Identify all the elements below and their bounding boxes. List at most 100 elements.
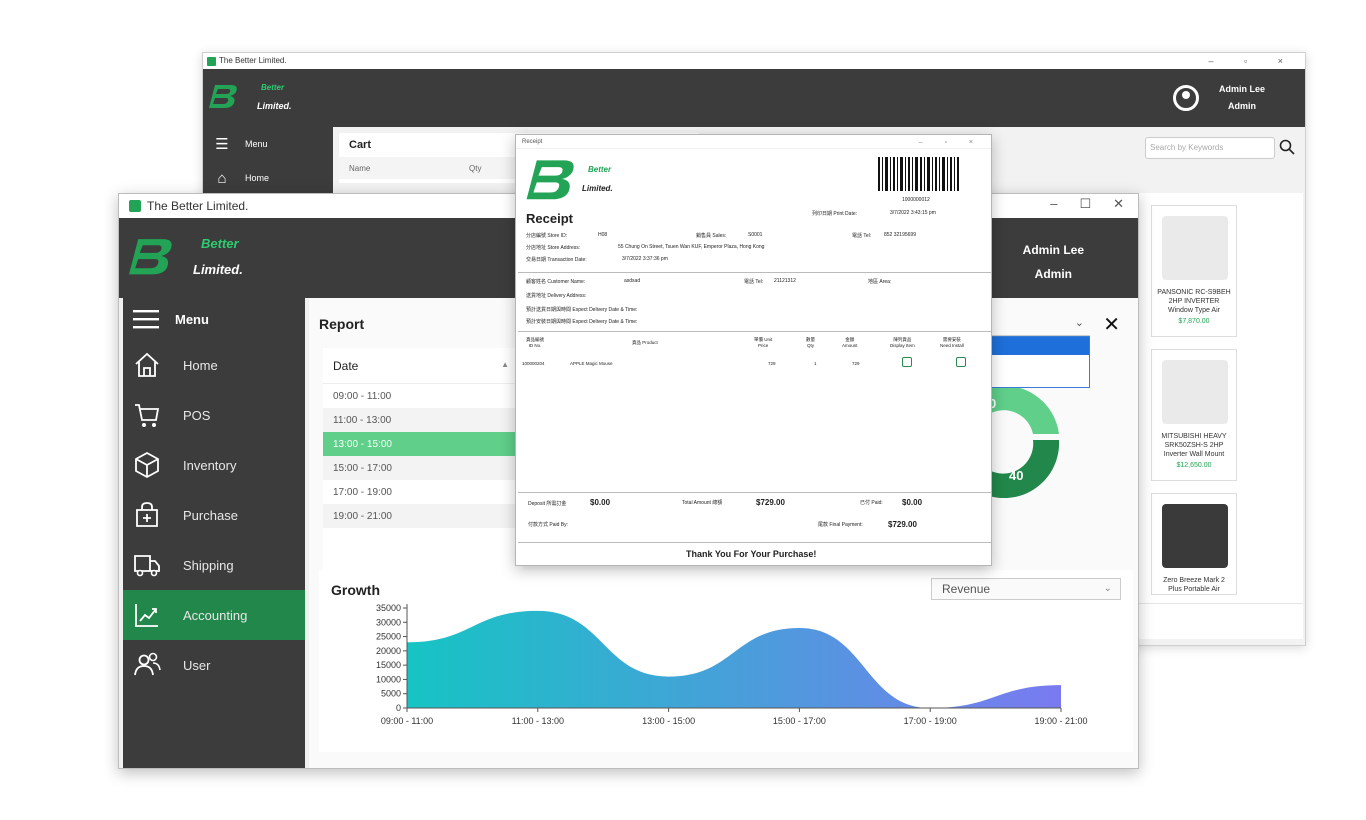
product-image: [1162, 504, 1228, 568]
sidebar-item-label: Shipping: [183, 557, 234, 573]
y-tick-label: 5000: [381, 689, 401, 699]
total: $729.00: [756, 498, 785, 507]
report-dropdown-list[interactable]: [990, 336, 1090, 388]
sidebar-item-label: Purchase: [183, 507, 238, 523]
product-image: [1162, 216, 1228, 280]
sidebar-item-shipping[interactable]: Shipping: [123, 540, 305, 590]
cart-title: Cart: [349, 139, 372, 151]
user-name: Admin Lee: [1022, 243, 1084, 257]
date-column-header[interactable]: Date ▲: [323, 348, 523, 384]
print-date: 3/7/2022 3:43:15 pm: [890, 210, 936, 216]
search-icon[interactable]: [1279, 139, 1295, 155]
user-name: Admin Lee: [1218, 84, 1265, 94]
sidebar-item-user[interactable]: User: [123, 640, 305, 690]
x-tick-label: 11:00 - 13:00: [512, 716, 564, 726]
product-card[interactable]: PANSONIC RC-S9BEH 2HP INVERTER Window Ty…: [1151, 205, 1237, 337]
x-tick-label: 13:00 - 15:00: [642, 716, 695, 726]
close-icon[interactable]: ✕: [1113, 196, 1124, 211]
chart-line-icon: [135, 604, 158, 627]
date-row[interactable]: 11:00 - 13:00: [323, 408, 523, 432]
item-id: 100000204: [522, 361, 545, 366]
donut-label-top: 0: [989, 396, 996, 411]
need-install-checkbox[interactable]: [956, 357, 966, 367]
dropdown-option-selected[interactable]: [991, 337, 1089, 355]
delivery-address-label: 送貨地址 Delivery Address:: [526, 293, 587, 299]
sales-label: 銷售員 Sales:: [696, 233, 727, 239]
sort-asc-icon[interactable]: ▲: [501, 360, 509, 369]
product-price: $7,870.00: [1178, 318, 1210, 325]
minimize-icon[interactable]: –: [1050, 196, 1058, 211]
col-unit-price-header: 單價 Unit Price: [754, 337, 773, 348]
search-input[interactable]: Search by Keywords: [1145, 137, 1275, 159]
product-card[interactable]: MITSUBISHI HEAVY SRK50ZSH-S 2HP Inverter…: [1151, 349, 1237, 481]
product-card[interactable]: Zero Breeze Mark 2 Plus Portable Air: [1151, 493, 1237, 595]
menu-label: Menu: [175, 311, 209, 327]
user-avatar-icon[interactable]: [1173, 85, 1199, 111]
y-tick-label: 30000: [376, 617, 401, 627]
receipt-divider: [518, 331, 991, 332]
maximize-icon[interactable]: ☐: [1079, 196, 1092, 211]
brand-line2: Limited.: [193, 262, 243, 277]
date-row[interactable]: 17:00 - 19:00: [333, 486, 392, 498]
transaction-date: 3/7/2022 3:37:36 pm: [622, 256, 668, 262]
final-payment-label: 尾款 Final Payment:: [818, 522, 863, 528]
paid: $0.00: [902, 498, 923, 507]
y-tick-label: 0: [396, 703, 401, 713]
tel: 852 32195699: [884, 232, 916, 238]
growth-metric-select[interactable]: Revenue ⌄: [931, 578, 1121, 600]
date-row[interactable]: 15:00 - 17:00: [323, 456, 523, 480]
receipt-divider: [518, 492, 991, 493]
x-tick-label: 09:00 - 11:00: [381, 716, 433, 726]
tel-label: 電話 Tel:: [852, 233, 872, 239]
area-series: [407, 610, 1061, 708]
sidebar-menu-toggle[interactable]: Menu: [123, 298, 305, 340]
item-amount: 729: [852, 361, 860, 366]
area-label: 地區 Area:: [868, 279, 892, 285]
window-controls[interactable]: – ▫ ×: [918, 139, 983, 146]
sidebar-item-pos[interactable]: POS: [123, 390, 305, 440]
home-icon: [135, 352, 159, 377]
cart-icon: [135, 404, 160, 427]
user-role: Admin: [1227, 101, 1256, 111]
menu-label: Menu: [245, 139, 268, 149]
product-image: [1162, 360, 1228, 424]
growth-title: Growth: [331, 582, 380, 598]
sidebar-menu-toggle[interactable]: ☰ Menu: [203, 127, 333, 161]
date-list: Date ▲ 09:00 - 11:00 11:00 - 13:00 13:00…: [323, 348, 523, 578]
paid-label: 已付 Paid:: [860, 500, 883, 506]
report-dropdown[interactable]: ⌄: [990, 312, 1090, 336]
brand-logo: Better Limited.: [129, 236, 243, 281]
sidebar-item-accounting[interactable]: Accounting: [123, 590, 305, 640]
date-row[interactable]: 09:00 - 11:00: [333, 390, 392, 402]
y-tick-label: 35000: [376, 603, 401, 613]
display-item-checkbox[interactable]: [902, 357, 912, 367]
users-icon: [134, 652, 161, 676]
sidebar-item-inventory[interactable]: Inventory: [123, 440, 305, 490]
barcode-number: 1000000012: [902, 197, 930, 203]
sidebar-item-home[interactable]: ⌂ Home: [203, 161, 333, 195]
pos-window-title: The Better Limited.: [219, 56, 287, 65]
truck-icon: [134, 555, 160, 577]
chevron-down-icon: ⌄: [1103, 583, 1112, 594]
receipt-divider: [518, 542, 991, 543]
date-row[interactable]: 19:00 - 21:00: [323, 504, 523, 528]
date-row-selected[interactable]: 13:00 - 15:00: [323, 432, 523, 456]
item-qty: 1: [814, 361, 817, 366]
donut-slice: [989, 388, 1059, 434]
hamburger-icon: ☰: [215, 136, 229, 153]
expect-install-label: 預計安裝日期與時間 Expect Delivery Date & Time:: [526, 319, 638, 325]
total-label: Total Amount 總額: [682, 500, 723, 506]
donut-label-bottom: 40: [1009, 468, 1023, 483]
pos-titlebar: The Better Limited. – ▫ ×: [203, 53, 1305, 69]
col-amount-header: 金額 Amount: [842, 337, 858, 348]
sidebar-item-home[interactable]: Home: [123, 340, 305, 390]
window-controls[interactable]: – ▫ ×: [1208, 56, 1297, 66]
product-name: PANSONIC RC-S9BEH 2HP INVERTER Window Ty…: [1157, 289, 1231, 314]
better-limited-logo-icon: [526, 160, 574, 200]
cart-col-name: Name: [349, 163, 371, 173]
growth-panel: Growth Revenue ⌄ 0 5000 10000 15000 20000 250…: [319, 570, 1133, 752]
x-tick-label: 17:00 - 19:00: [904, 716, 957, 726]
better-limited-logo-icon: [209, 85, 237, 108]
close-report-icon[interactable]: ✕: [1103, 314, 1120, 336]
sidebar-item-purchase[interactable]: Purchase: [123, 490, 305, 540]
